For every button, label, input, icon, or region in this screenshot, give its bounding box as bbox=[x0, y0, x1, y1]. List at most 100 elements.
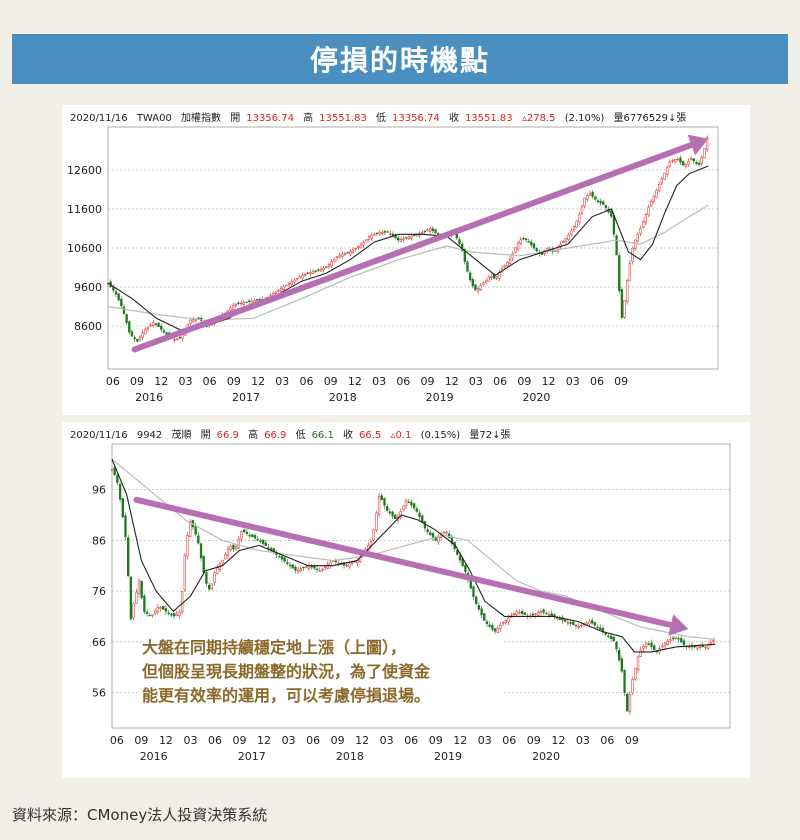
header-date: 2020/11/16 bbox=[70, 113, 128, 124]
candle-body bbox=[172, 613, 176, 617]
candle-body bbox=[527, 241, 530, 243]
candle-body bbox=[472, 586, 475, 597]
candle-body bbox=[167, 612, 170, 614]
header-volume: 量6776529↓張 bbox=[613, 113, 687, 124]
x-tick-label: 03 bbox=[566, 375, 580, 388]
candle-body bbox=[325, 266, 328, 268]
candle-body bbox=[243, 529, 246, 532]
candle-body bbox=[434, 229, 437, 234]
candle-body bbox=[258, 299, 261, 301]
x-year-label: 2016 bbox=[140, 750, 168, 763]
page-title: 停損的時機點 bbox=[12, 34, 788, 84]
candle-body bbox=[519, 239, 522, 244]
x-tick-label: 06 bbox=[600, 734, 614, 747]
candle-body bbox=[234, 303, 237, 306]
long-moving-average-line bbox=[111, 458, 716, 640]
candle-body bbox=[367, 236, 371, 241]
candle-body bbox=[547, 614, 551, 616]
candle-body bbox=[359, 244, 363, 249]
candle-body bbox=[151, 614, 154, 616]
candle-body bbox=[569, 622, 572, 624]
x-tick-label: 06 bbox=[110, 734, 124, 747]
candle-body bbox=[466, 261, 469, 272]
candle-body bbox=[175, 613, 178, 617]
candle-body bbox=[429, 228, 432, 232]
candle-body bbox=[604, 205, 608, 209]
candle-body bbox=[591, 620, 594, 624]
candle-body bbox=[319, 268, 323, 272]
candle-body bbox=[490, 275, 493, 278]
candle-body bbox=[555, 617, 559, 619]
candle-body bbox=[575, 220, 578, 228]
candle-body bbox=[165, 332, 168, 335]
candle-body bbox=[703, 148, 706, 159]
candle-body bbox=[661, 645, 664, 648]
candle-body bbox=[577, 626, 580, 628]
candle-body bbox=[137, 580, 141, 594]
header-close-label: 收 bbox=[448, 113, 459, 124]
candle-body bbox=[688, 646, 691, 649]
stock-9942-chart: 56 66 76 86 96 06 09 12 03 06 09 12 03 06 09 12 03 06 09 12… bbox=[92, 443, 731, 763]
candle-body bbox=[429, 532, 432, 536]
candle-body bbox=[110, 469, 114, 471]
candle-body bbox=[189, 319, 192, 324]
candle-body bbox=[239, 302, 243, 305]
long-moving-average-line bbox=[107, 204, 709, 321]
candle-body bbox=[674, 636, 677, 639]
candle-body bbox=[532, 243, 536, 249]
candle-body bbox=[321, 568, 324, 571]
candle-body bbox=[317, 269, 320, 271]
x-tick-label: 03 bbox=[380, 734, 394, 747]
x-year-label: 2017 bbox=[232, 391, 260, 404]
candle-body bbox=[580, 624, 583, 627]
candle-body bbox=[523, 612, 526, 615]
taiex-chart-panel: 2020/11/16 TWA00 加權指數 開 13356.74 高 13551.8… bbox=[62, 105, 750, 415]
header-high: 66.9 bbox=[264, 430, 287, 441]
candle-body bbox=[487, 276, 490, 282]
stock-9942-chart-panel: 2020/11/16 9942 茂順 開 66.9 高 66.9 低 66.1 收 66… bbox=[62, 422, 750, 778]
candle-body bbox=[476, 288, 480, 292]
candle-body bbox=[412, 503, 416, 509]
candle-body bbox=[407, 236, 411, 239]
candle-body bbox=[628, 694, 632, 713]
candle-body bbox=[512, 613, 516, 615]
x-tick-label: 06 bbox=[299, 375, 313, 388]
candle-body bbox=[588, 621, 591, 625]
candle-body bbox=[602, 201, 605, 205]
candle-body bbox=[242, 302, 245, 305]
candle-body bbox=[149, 324, 152, 327]
x-tick-label: 12 bbox=[355, 734, 369, 747]
x-tick-label: 03 bbox=[275, 375, 289, 388]
candle-body bbox=[680, 638, 683, 643]
candle-body bbox=[668, 161, 671, 167]
candle-body bbox=[674, 158, 677, 162]
candle-body bbox=[237, 302, 240, 304]
annotation-line: 大盤在同期持續穩定地上漲（上圖）， bbox=[142, 638, 407, 657]
candle-body bbox=[596, 200, 600, 202]
candle-body bbox=[397, 237, 400, 241]
candle-body bbox=[402, 238, 405, 240]
candle-body bbox=[318, 570, 321, 572]
candle-body bbox=[349, 251, 352, 254]
candle-body bbox=[136, 339, 139, 342]
candle-body bbox=[418, 512, 421, 518]
candle-body bbox=[180, 591, 184, 613]
plot-frame bbox=[111, 443, 731, 729]
candle-body bbox=[413, 234, 416, 237]
header-code: 9942 bbox=[136, 430, 163, 441]
candle-body bbox=[124, 515, 127, 537]
candle-body bbox=[296, 569, 300, 573]
x-tick-label: 12 bbox=[348, 375, 362, 388]
candle-body bbox=[274, 291, 277, 294]
candle-body bbox=[437, 537, 440, 543]
candle-body bbox=[609, 635, 613, 639]
candle-body bbox=[564, 238, 568, 242]
candle-body bbox=[326, 564, 329, 569]
trend-arrow-head bbox=[668, 614, 689, 636]
x-tick-label: 09 bbox=[614, 375, 628, 388]
x-tick-label: 12 bbox=[445, 375, 459, 388]
candle-body bbox=[484, 279, 488, 283]
candle-body bbox=[302, 566, 305, 569]
candle-body bbox=[485, 621, 489, 625]
x-tick-label: 09 bbox=[130, 375, 144, 388]
